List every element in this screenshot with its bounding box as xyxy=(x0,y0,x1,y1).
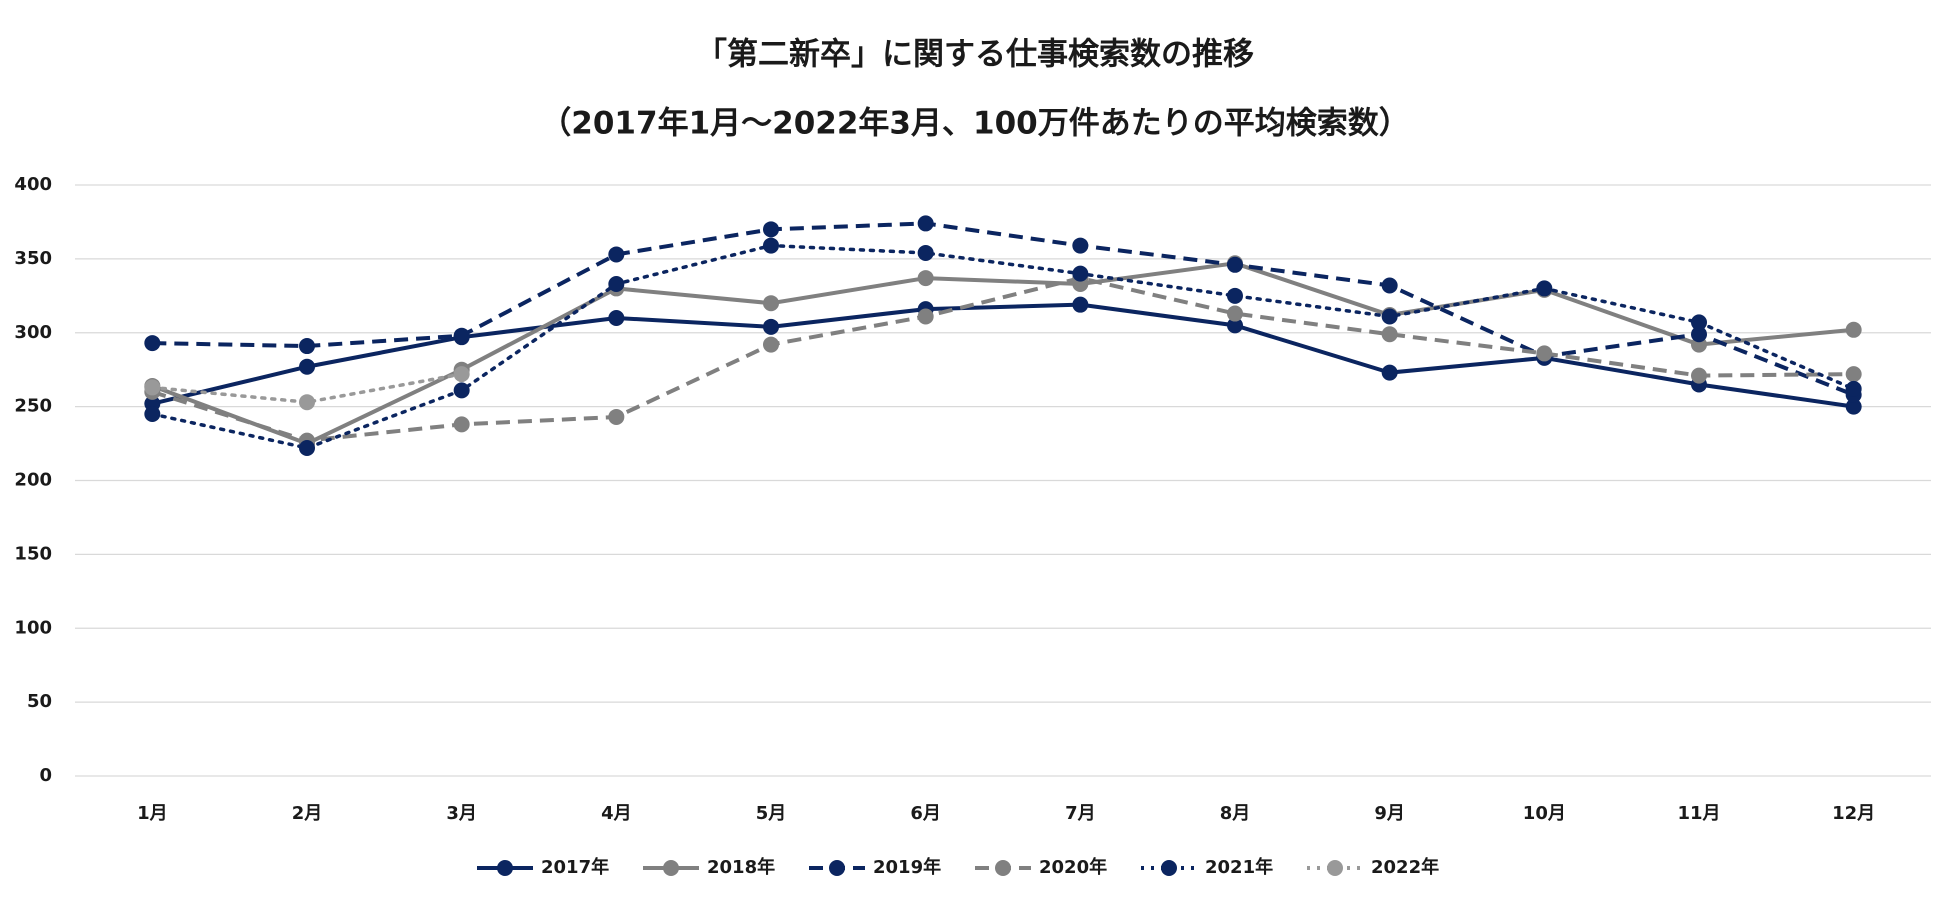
data-point xyxy=(1845,380,1862,397)
data-point xyxy=(608,309,625,326)
series-line xyxy=(151,261,1854,446)
data-point xyxy=(1227,287,1243,304)
series-line xyxy=(150,372,464,404)
legend-label: 2021年 xyxy=(1205,856,1273,878)
legend-marker xyxy=(1161,860,1177,876)
y-tick-label: 150 xyxy=(14,543,52,564)
y-tick-label: 50 xyxy=(27,691,52,712)
data-point xyxy=(144,406,161,423)
legend-marker xyxy=(1327,860,1343,876)
x-tick-label: 11月 xyxy=(1677,803,1720,824)
legend-label: 2019年 xyxy=(873,856,941,878)
data-point xyxy=(917,215,934,232)
data-point xyxy=(144,379,161,396)
legend-marker xyxy=(663,860,679,876)
data-point xyxy=(763,295,779,312)
y-tick-label: 400 xyxy=(14,174,52,195)
x-tick-label: 12月 xyxy=(1832,803,1875,824)
data-point xyxy=(763,318,779,335)
series-line xyxy=(152,221,1855,397)
data-point xyxy=(763,237,779,254)
y-tick-label: 350 xyxy=(14,248,52,269)
data-point xyxy=(1072,237,1089,254)
series-line xyxy=(151,276,1854,443)
legend-label: 2017年 xyxy=(541,856,609,878)
x-tick-label: 3月 xyxy=(446,803,477,824)
x-tick-label: 1月 xyxy=(137,803,168,824)
data-point xyxy=(763,221,779,238)
data-point xyxy=(1536,280,1553,297)
data-point xyxy=(1691,326,1707,343)
data-point xyxy=(1691,314,1707,331)
data-point xyxy=(1227,256,1243,273)
data-point xyxy=(453,366,470,383)
data-point xyxy=(608,275,625,292)
legend-label: 2018年 xyxy=(707,856,775,878)
data-point xyxy=(1381,364,1398,381)
y-tick-label: 250 xyxy=(14,396,52,417)
data-point xyxy=(917,270,934,287)
data-point xyxy=(763,336,779,353)
data-point xyxy=(1691,367,1707,384)
legend-label: 2020年 xyxy=(1039,856,1107,878)
data-point xyxy=(608,408,625,425)
x-tick-label: 10月 xyxy=(1523,803,1566,824)
x-tick-label: 8月 xyxy=(1220,803,1251,824)
data-point xyxy=(299,338,315,355)
data-point xyxy=(453,327,470,344)
series-line xyxy=(151,302,1854,409)
x-tick-label: 4月 xyxy=(601,803,632,824)
data-point xyxy=(1845,366,1862,383)
y-tick-label: 300 xyxy=(14,322,52,343)
legend-marker xyxy=(497,860,513,876)
x-tick-label: 2月 xyxy=(292,803,323,824)
x-tick-label: 9月 xyxy=(1374,803,1405,824)
chart-subtitle: （2017年1月～2022年3月、100万件あたりの平均検索数） xyxy=(540,106,1409,142)
data-point xyxy=(453,382,470,399)
x-tick-label: 6月 xyxy=(910,803,941,824)
data-point xyxy=(608,246,625,263)
x-tick-label: 5月 xyxy=(756,803,787,824)
data-point xyxy=(1381,277,1398,294)
data-point xyxy=(1381,308,1398,325)
data-point xyxy=(1536,345,1553,362)
data-point xyxy=(453,416,470,433)
legend-marker xyxy=(829,860,845,876)
data-point xyxy=(1227,317,1243,334)
legend-label: 2022年 xyxy=(1371,856,1439,878)
data-point xyxy=(1072,296,1089,313)
data-point xyxy=(1072,265,1089,282)
data-point xyxy=(299,394,315,411)
series-line xyxy=(150,243,1856,450)
x-tick-label: 7月 xyxy=(1065,803,1096,824)
y-tick-label: 100 xyxy=(14,617,52,638)
data-point xyxy=(917,244,934,261)
legend-marker xyxy=(995,860,1011,876)
y-tick-label: 0 xyxy=(39,765,52,786)
data-point xyxy=(144,335,161,352)
data-point xyxy=(917,308,934,325)
y-tick-label: 200 xyxy=(14,470,52,491)
data-point xyxy=(1381,326,1398,343)
data-point xyxy=(1227,305,1243,322)
data-point xyxy=(1845,321,1862,338)
data-point xyxy=(1845,398,1862,415)
data-point xyxy=(299,358,315,375)
data-point xyxy=(299,439,315,456)
chart-title: 「第二新卒」に関する仕事検索数の推移 xyxy=(696,37,1254,73)
